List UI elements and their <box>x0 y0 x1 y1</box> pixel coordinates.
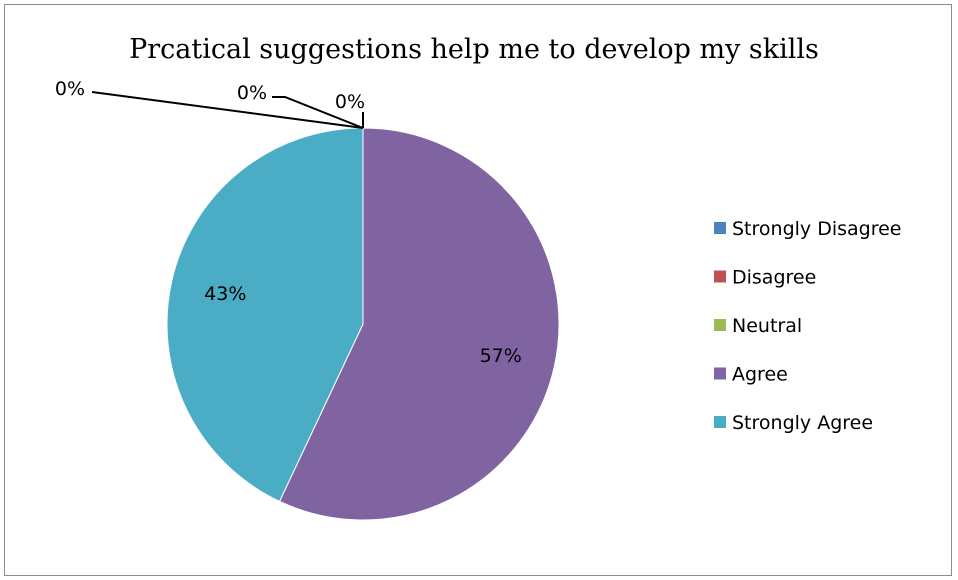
legend-swatch-strongly-disagree <box>714 222 726 234</box>
data-label-strongly-agree: 43% <box>204 283 246 305</box>
legend-label-strongly-agree: Strongly Agree <box>732 412 873 434</box>
pie-slice-strongly-agree <box>166 127 364 503</box>
pie-slice-agree <box>278 127 560 521</box>
data-labels: 57% 43% 0% 0% 0% <box>55 78 522 367</box>
legend: Strongly Disagree Disagree Neutral Agree St… <box>714 218 901 434</box>
legend-swatch-disagree <box>714 270 726 283</box>
legend-label-agree: Agree <box>732 364 788 386</box>
legend-label-disagree: Disagree <box>732 267 816 289</box>
legend-swatch-strongly-agree <box>714 416 726 428</box>
data-label-neutral: 0% <box>335 91 365 113</box>
data-label-strongly-disagree: 0% <box>55 78 85 100</box>
legend-label-strongly-disagree: Strongly Disagree <box>732 218 901 240</box>
data-label-disagree: 0% <box>237 82 267 104</box>
leader-line-strongly-disagree <box>91 91 364 129</box>
data-label-agree: 57% <box>480 345 522 367</box>
legend-swatch-agree <box>714 367 726 380</box>
legend-label-neutral: Neutral <box>732 315 802 337</box>
leader-lines <box>91 91 364 129</box>
pie-slices <box>166 127 560 521</box>
chart-title: Prcatical suggestions help me to develop… <box>129 34 819 65</box>
legend-swatch-neutral <box>714 319 726 331</box>
leader-line-disagree <box>272 96 364 129</box>
